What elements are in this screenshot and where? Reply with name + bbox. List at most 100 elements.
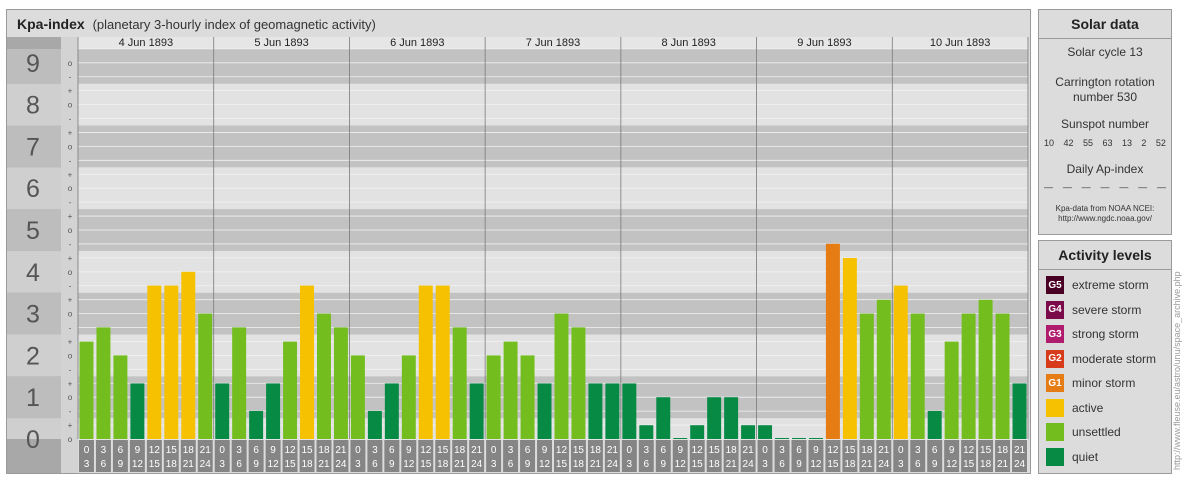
interval-start-label: 12 [420,445,432,456]
interval-start-label: 3 [644,445,650,456]
interval-start-label: 9 [135,445,141,456]
y-subtick-label: + [68,421,73,430]
bar-unsettled [283,341,298,439]
source-line1: Kpa-data from NOAA NCEI: [1055,204,1155,213]
interval-cell [112,440,128,472]
day-label: 7 Jun 1893 [526,37,580,49]
interval-cell [452,440,468,472]
gutter-band-6 [7,167,61,210]
interval-end-label: 24 [200,459,212,470]
y-subtick-label: o [68,142,73,151]
legend-label: minor storm [1072,376,1136,390]
interval-start-label: 21 [471,445,483,456]
interval-cell [910,440,926,472]
source-link[interactable]: http://www.ngdc.noaa.gov/ [1058,214,1152,223]
y-subtick-label: - [69,407,72,416]
interval-cell [961,440,977,472]
interval-start-label: 12 [556,445,568,456]
interval-cell [384,440,400,472]
interval-start-label: 18 [183,445,195,456]
y-subtick-label: + [68,128,73,137]
solar-data-panel: Solar data Solar cycle 13 Carrington rot… [1038,9,1172,235]
interval-start-label: 0 [355,445,361,456]
interval-end-label: 12 [268,459,280,470]
interval-end-label: 12 [946,459,958,470]
y-subtick-label: - [69,198,72,207]
interval-start-label: 12 [827,445,839,456]
activity-title-divider [1039,269,1171,270]
legend-label: quiet [1072,449,1099,464]
ap-value: — [1138,182,1148,192]
bar-unsettled [554,313,569,439]
y-subtick-label: o [68,101,73,110]
day-label: 6 Jun 1893 [390,37,444,49]
bar-quiet [927,410,942,439]
y-tick-label: 5 [26,217,40,245]
interval-cell [146,440,162,472]
interval-end-label: 24 [335,459,347,470]
interval-end-label: 15 [556,459,568,470]
solar-title-divider [1039,38,1171,39]
interval-end-label: 18 [166,459,178,470]
interval-cell [95,440,111,472]
chart-title-row: Kpa-index (planetary 3-hourly index of g… [17,16,376,32]
bar-unsettled [452,327,467,439]
interval-end-label: 3 [898,459,904,470]
interval-end-label: 21 [590,459,602,470]
interval-start-label: 21 [335,445,347,456]
interval-cell [859,440,875,472]
interval-start-label: 21 [607,445,619,456]
interval-end-label: 21 [997,459,1009,470]
bar-unsettled [317,313,331,439]
interval-end-label: 12 [539,459,551,470]
bar-quiet [130,383,145,439]
legend-label: active [1072,400,1104,415]
ap-value: — [1119,182,1129,192]
interval-end-label: 24 [743,459,755,470]
gutter-band-9 [7,49,61,84]
interval-end-label: 9 [932,459,938,470]
interval-end-label: 18 [573,459,585,470]
y-subtick-label: + [68,296,73,305]
interval-cell [757,440,773,472]
interval-start-label: 0 [84,445,90,456]
interval-cell [231,440,247,472]
interval-cell [672,440,688,472]
bar-active [842,258,857,439]
bar-quiet [537,383,552,439]
interval-start-label: 6 [389,445,395,456]
interval-cell [774,440,790,472]
bar-quiet [707,397,722,439]
y-subtick-label: o [68,226,73,235]
legend-item: quiet [1046,447,1098,467]
ap-value: — [1081,182,1091,192]
interval-end-label: 18 [844,459,856,470]
interval-end-label: 15 [284,459,296,470]
interval-cell [350,440,366,472]
bar-unsettled [79,341,94,439]
bar-unsettled [96,327,111,439]
bar-unsettled [571,327,586,439]
y-subtick-label: + [68,170,73,179]
interval-cell [791,440,807,472]
interval-end-label: 9 [118,459,124,470]
interval-cell [740,440,756,472]
interval-start-label: 6 [796,445,802,456]
bar-unsettled [486,355,501,439]
y-subtick-label: - [69,73,72,82]
interval-start-label: 0 [762,445,768,456]
interval-cell [587,440,603,472]
interval-end-label: 12 [675,459,687,470]
ap-label: Daily Ap-index [1066,162,1144,176]
interval-start-label: 6 [525,445,531,456]
interval-end-label: 9 [253,459,259,470]
bar-quiet [605,383,620,439]
interval-end-label: 9 [389,459,395,470]
bar-active [893,285,908,439]
bar-quiet [588,383,603,439]
bar-quiet [673,438,688,439]
interval-end-label: 24 [1014,459,1026,470]
interval-end-label: 6 [236,459,242,470]
legend-item: G4 severe storm [1046,300,1141,320]
interval-end-label: 15 [149,459,161,470]
